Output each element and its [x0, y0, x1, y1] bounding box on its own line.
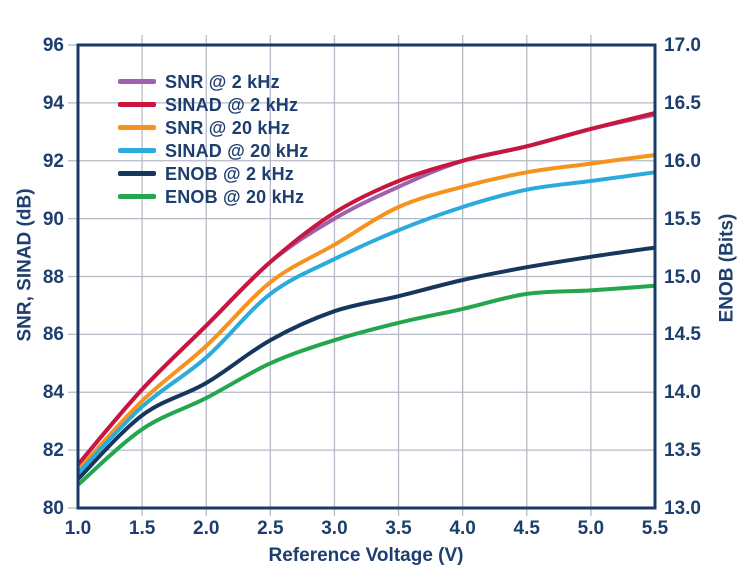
y-left-tick-label-84: 84	[42, 382, 64, 404]
legend-item-snr-20-khz: SNR @ 20 kHz	[118, 116, 308, 139]
x-axis-title: Reference Voltage (V)	[268, 545, 464, 566]
legend-item-enob-2-khz: ENOB @ 2 kHz	[118, 162, 308, 185]
series-line-sinad-2-khz	[76, 111, 656, 466]
y-right-tick-label-15.0: 15.0	[664, 266, 701, 288]
series-line-sinad-20-khz	[76, 170, 656, 475]
x-tick-label-4.0: 4.0	[449, 518, 476, 539]
legend-swatch-enob-2-khz	[118, 171, 156, 176]
x-tick-label-5.5: 5.5	[641, 518, 669, 539]
x-tick-label-4.5: 4.5	[513, 518, 540, 539]
legend-swatch-sinad-20-khz	[118, 148, 156, 153]
legend-item-snr-2-khz: SNR @ 2 kHz	[118, 70, 308, 93]
y-left-tick-label-80: 80	[42, 498, 64, 519]
x-tick-label-2.5: 2.5	[257, 518, 284, 539]
y-right-tick-label-13.5: 13.5	[664, 440, 701, 462]
x-tick-label-3.5: 3.5	[385, 518, 412, 539]
y-right-tick-label-13.0: 13.0	[664, 498, 701, 519]
chart-legend: SNR @ 2 kHz SINAD @ 2 kHz SNR @ 20 kHz SINA…	[118, 70, 308, 208]
legend-label-sinad-2-khz: SINAD @ 2 kHz	[165, 94, 299, 115]
y-left-tick-label-94: 94	[42, 92, 64, 114]
legend-swatch-snr-20-khz	[118, 125, 156, 130]
legend-item-enob-20-khz: ENOB @ 20 kHz	[118, 185, 308, 208]
series-line-enob-2-khz	[76, 245, 656, 481]
y-right-tick-label-14.5: 14.5	[664, 324, 701, 346]
x-tick-label-1.0: 1.0	[64, 518, 92, 539]
x-tick-label-1.5: 1.5	[128, 518, 156, 539]
legend-label-enob-20-khz: ENOB @ 20 kHz	[165, 186, 305, 207]
y-left-tick-label-82: 82	[42, 440, 64, 462]
legend-swatch-snr-2-khz	[118, 79, 156, 84]
y-left-tick-label-88: 88	[42, 266, 64, 288]
legend-label-sinad-20-khz: SINAD @ 20 kHz	[165, 140, 309, 161]
x-tick-label-2.0: 2.0	[193, 518, 220, 539]
y-right-tick-label-16.0: 16.0	[664, 150, 701, 172]
series-line-enob-20-khz	[76, 283, 656, 487]
legend-label-snr-2-khz: SNR @ 2 kHz	[165, 71, 280, 92]
legend-label-enob-2-khz: ENOB @ 2 kHz	[165, 163, 294, 184]
x-tick-label-3.0: 3.0	[321, 518, 348, 539]
y-left-tick-label-96: 96	[42, 35, 64, 56]
x-tick-label-5.0: 5.0	[577, 518, 605, 539]
legend-item-sinad-20-khz: SINAD @ 20 kHz	[118, 139, 308, 162]
series-line-snr-20-khz	[76, 153, 656, 472]
legend-swatch-sinad-2-khz	[118, 102, 156, 107]
y-right-tick-label-14.0: 14.0	[664, 382, 701, 404]
y-left-tick-label-86: 86	[42, 324, 64, 346]
y-left-tick-label-90: 90	[42, 208, 64, 230]
y-axis-left-title: SNR, SINAD (dB)	[14, 188, 36, 342]
plot-frame	[76, 43, 657, 510]
y-axis-right-title: ENOB (Bits)	[716, 213, 738, 323]
y-right-tick-label-17.0: 17.0	[664, 35, 701, 56]
y-right-tick-label-16.5: 16.5	[664, 92, 701, 114]
legend-swatch-enob-20-khz	[118, 194, 156, 199]
y-left-tick-label-92: 92	[42, 150, 64, 172]
legend-item-sinad-2-khz: SINAD @ 2 kHz	[118, 93, 308, 116]
y-right-tick-label-15.5: 15.5	[664, 208, 701, 230]
legend-label-snr-20-khz: SNR @ 20 kHz	[165, 117, 290, 138]
